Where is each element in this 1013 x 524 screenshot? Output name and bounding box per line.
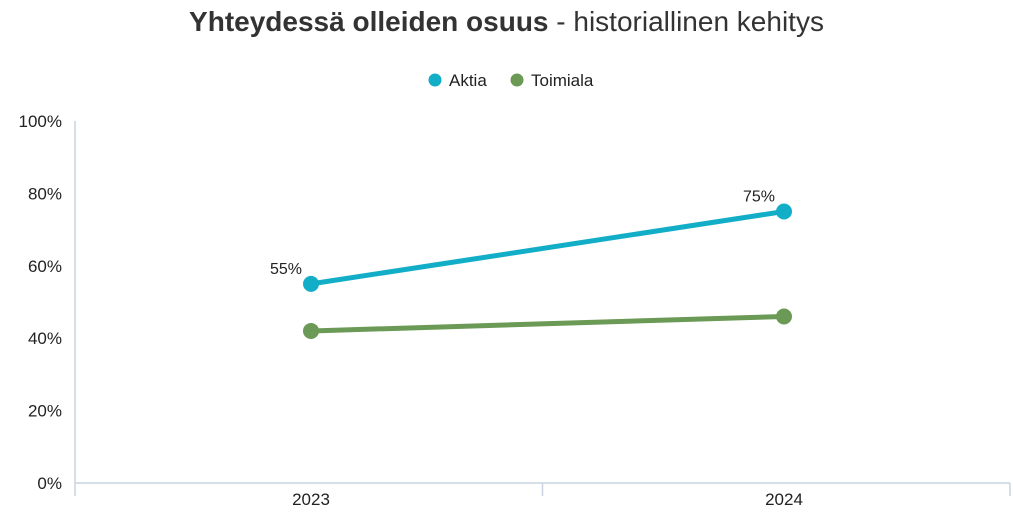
y-tick-label: 60% — [28, 257, 62, 276]
chart-title-bold: Yhteydessä olleiden osuus — [189, 6, 549, 37]
series-line — [308, 313, 787, 334]
axes: 0% 20% 40% 60% 80% 100% 2023 2024 — [19, 112, 1011, 509]
y-tick-label: 0% — [37, 474, 62, 493]
legend-marker — [428, 73, 442, 87]
legend: Aktia Toimiala — [428, 71, 594, 90]
y-tick-label: 100% — [19, 112, 62, 131]
chart-title-rest: - historiallinen kehitys — [548, 6, 824, 37]
legend-marker — [510, 73, 524, 87]
data-point — [776, 203, 792, 220]
data-point — [303, 322, 319, 339]
series-line — [308, 209, 787, 287]
data-label: 75% — [743, 189, 775, 206]
y-tick-label: 20% — [28, 402, 62, 421]
data-label: 55% — [270, 261, 302, 278]
data-point — [776, 308, 792, 325]
legend-label: Toimiala — [531, 71, 594, 90]
x-tick-label: 2024 — [765, 490, 803, 509]
chart-title: Yhteydessä olleiden osuus - historiallin… — [0, 6, 1013, 38]
data-point — [303, 275, 319, 292]
legend-label: Aktia — [449, 71, 487, 90]
x-tick-label: 2023 — [292, 490, 330, 509]
y-tick-label: 40% — [28, 329, 62, 348]
series-layer: 55% 75% — [270, 189, 792, 339]
y-tick-label: 80% — [28, 184, 62, 203]
